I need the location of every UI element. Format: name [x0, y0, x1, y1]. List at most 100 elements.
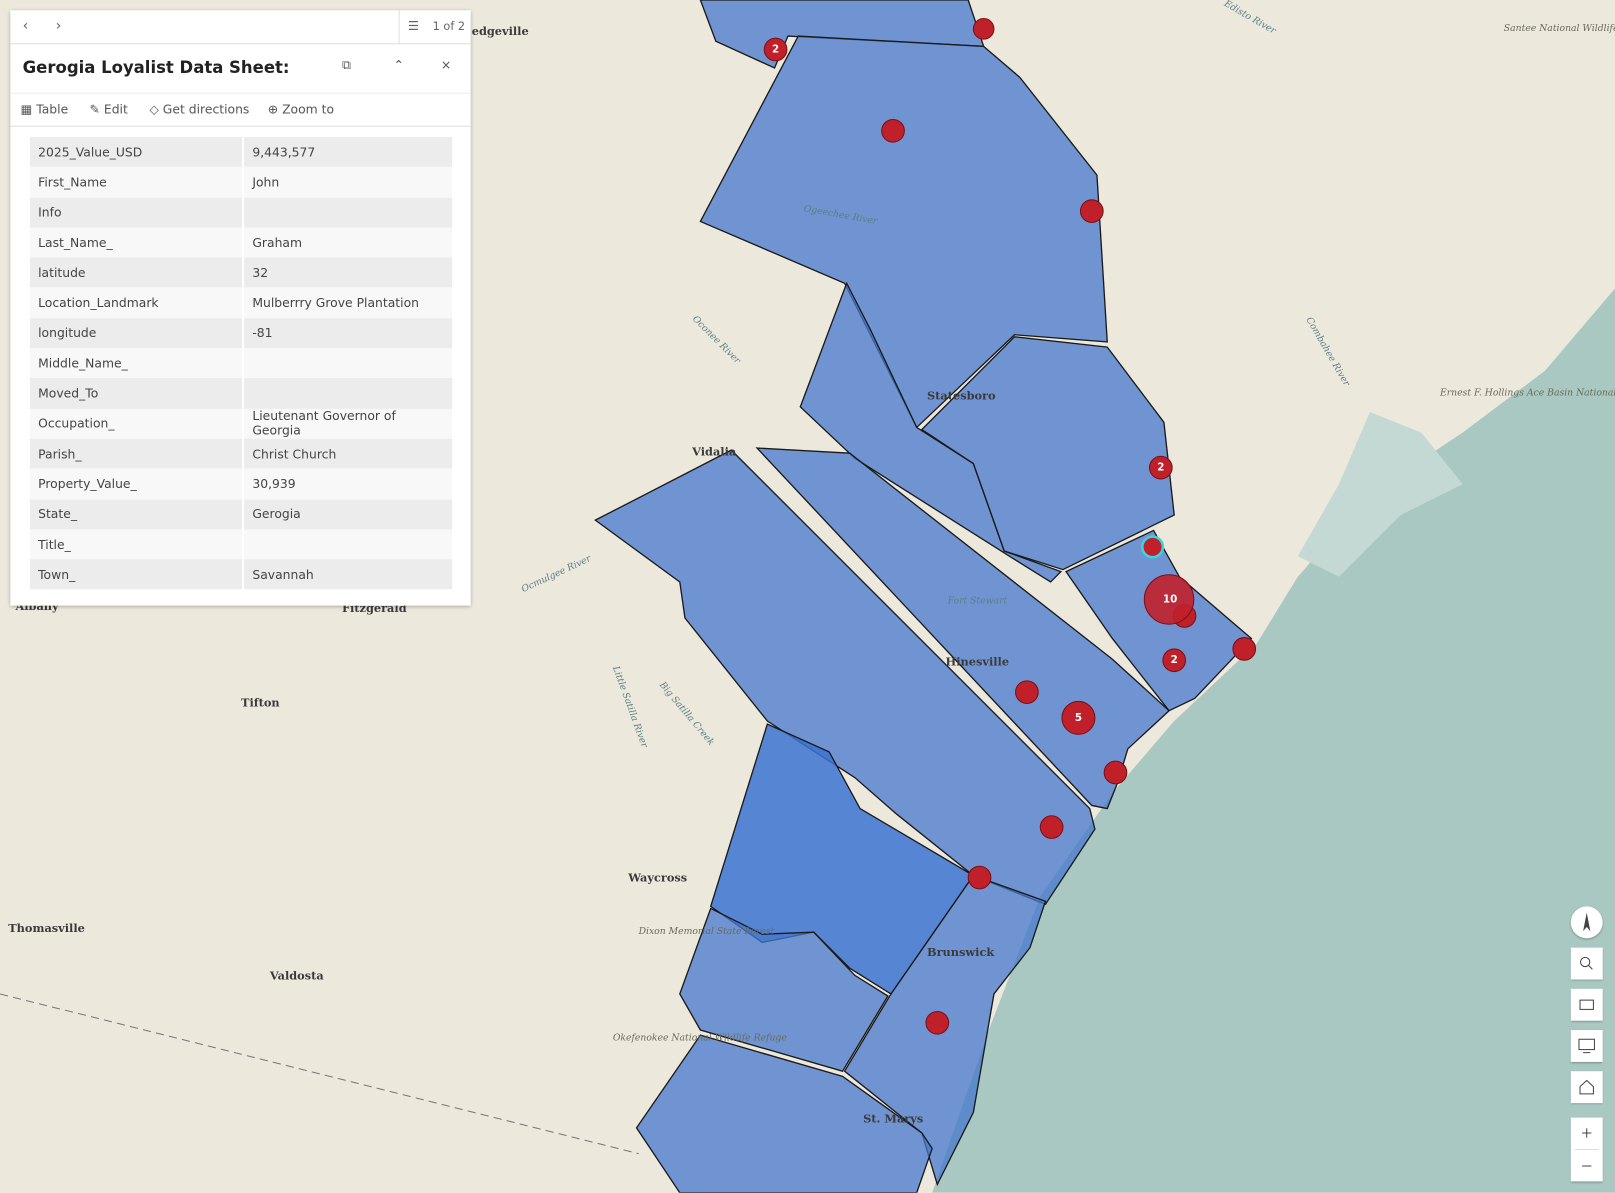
edit-action[interactable]: ✎ Edit — [89, 101, 128, 117]
point[interactable] — [1232, 637, 1257, 661]
place-label: Thomasville — [8, 921, 85, 935]
river-label: Edisto River — [1221, 0, 1278, 37]
county — [594, 449, 1096, 906]
feature-list-icon[interactable]: ☰ — [407, 18, 419, 33]
close-button[interactable]: × — [440, 57, 452, 73]
point[interactable] — [967, 865, 992, 890]
attribute-row: longitude -81 — [29, 318, 453, 349]
popup: ‹ › ☰ 1 of 2 Gerogia Loyalist Data Sheet… — [10, 10, 471, 606]
attribute-row: First_Name John — [29, 167, 453, 198]
divider — [398, 10, 400, 44]
park-label: Dixon Memorial State Forest — [638, 926, 775, 937]
place-label: Vidalia — [691, 444, 737, 458]
park-label: Santee National Wildlife Refuge — [1504, 23, 1615, 34]
place-label: Waycross — [627, 871, 687, 885]
cluster[interactable] — [1143, 574, 1195, 625]
attribute-value: John — [243, 167, 453, 198]
cluster[interactable] — [763, 37, 788, 62]
action-label: Table — [36, 101, 69, 117]
attribute-row: Town_ Savannah — [29, 559, 453, 590]
point[interactable] — [1103, 760, 1128, 785]
park-label: Ernest F. Hollings Ace Basin National Wi… — [1439, 388, 1615, 399]
points — [763, 18, 1257, 1035]
action-label: Edit — [103, 101, 128, 117]
attribute-row: Occupation_ Lieutenant Governor of Georgi… — [29, 408, 453, 439]
attribute-row: Title_ — [29, 529, 453, 560]
attribute-value: -81 — [243, 318, 453, 349]
cluster-count: 5 — [1075, 712, 1082, 724]
search-icon — [1580, 956, 1593, 970]
attribute-row: Info — [29, 197, 453, 228]
attribute-value — [243, 378, 453, 409]
water — [1297, 412, 1463, 577]
collapse-button[interactable]: ⌃ — [393, 57, 404, 73]
zoom-icons — [1574, 1128, 1599, 1167]
river-label: Combahee River — [1303, 315, 1352, 388]
cluster[interactable] — [1061, 700, 1096, 735]
print-button[interactable] — [1570, 988, 1603, 1021]
attribute-value: Lieutenant Governor of Georgia — [243, 408, 453, 439]
screen-icon — [1578, 1038, 1595, 1054]
park-label: Okefenokee National Wildlife Refuge — [613, 1032, 787, 1043]
zoom-control — [1570, 1117, 1603, 1182]
next-button[interactable]: › — [55, 17, 62, 34]
attribute-name: Info — [29, 197, 245, 228]
search-button[interactable] — [1570, 947, 1603, 980]
county — [699, 35, 1108, 429]
point[interactable] — [1039, 815, 1064, 839]
selected-point[interactable] — [1140, 535, 1165, 559]
attribute-value: Gerogia — [243, 499, 453, 530]
compass-icon — [1583, 912, 1591, 932]
zoom-action[interactable]: ⊕ Zoom to — [267, 101, 335, 117]
compass[interactable] — [1570, 906, 1603, 939]
action-label: Get directions — [162, 101, 250, 117]
attribute-row: Location_Landmark Mulberrry Grove Plantat… — [29, 287, 453, 319]
attribute-name: latitude — [29, 257, 245, 288]
attribute-value — [243, 348, 453, 379]
attribute-name: Middle_Name_ — [29, 348, 245, 379]
attribute-value — [243, 197, 453, 228]
dock-button[interactable]: ⧉ — [341, 57, 351, 73]
directions-action[interactable]: ◇ Get directions — [149, 101, 250, 117]
place-label: Tifton — [241, 696, 280, 710]
attribute-row: Middle_Name_ — [29, 348, 453, 379]
attribute-row: State_ Gerogia — [29, 499, 453, 530]
attribute-value — [243, 529, 453, 560]
attribute-value: Graham — [243, 227, 453, 258]
point[interactable] — [1015, 680, 1039, 705]
county — [920, 336, 1175, 571]
place-label: Brunswick — [927, 945, 995, 959]
cluster-labels: 2 2 10 2 5 — [772, 43, 1178, 723]
cluster[interactable] — [1162, 648, 1187, 673]
attribute-name: Location_Landmark — [29, 287, 245, 319]
ocean — [932, 288, 1615, 1193]
fullscreen-button[interactable] — [1570, 1030, 1603, 1062]
action-label: Zoom to — [282, 101, 335, 117]
point[interactable] — [1079, 199, 1104, 223]
point[interactable] — [925, 1010, 950, 1035]
place-label: St. Marys — [863, 1112, 923, 1126]
attribute-name: Last_Name_ — [29, 227, 245, 258]
county — [799, 281, 1063, 583]
attribute-name: longitude — [29, 318, 245, 349]
place-label: Valdosta — [269, 969, 324, 983]
attribute-name: Parish_ — [29, 438, 245, 469]
attribute-row: Last_Name_ Graham — [29, 227, 453, 258]
popup-header: ‹ › ☰ 1 of 2 — [10, 10, 471, 45]
place-label: Fort Stewart — [947, 596, 1008, 607]
point[interactable] — [972, 18, 995, 40]
place-label: Hinesville — [946, 654, 1010, 668]
attribute-name: 2025_Value_USD — [29, 136, 245, 168]
prev-button[interactable]: ‹ — [22, 17, 29, 34]
home-button[interactable] — [1570, 1071, 1603, 1104]
table-action[interactable]: ▦ Table — [20, 101, 69, 117]
place-label: Statesboro — [927, 389, 996, 403]
point[interactable] — [881, 118, 905, 143]
cluster[interactable] — [1148, 455, 1173, 480]
print-icon — [1579, 999, 1594, 1010]
attribute-row: 2025_Value_USD 9,443,577 — [29, 136, 453, 168]
attribute-row: Moved_To — [29, 378, 453, 409]
attribute-table: 2025_Value_USD 9,443,577 First_Name John Inf… — [29, 136, 453, 590]
county-boundary — [0, 993, 639, 1155]
